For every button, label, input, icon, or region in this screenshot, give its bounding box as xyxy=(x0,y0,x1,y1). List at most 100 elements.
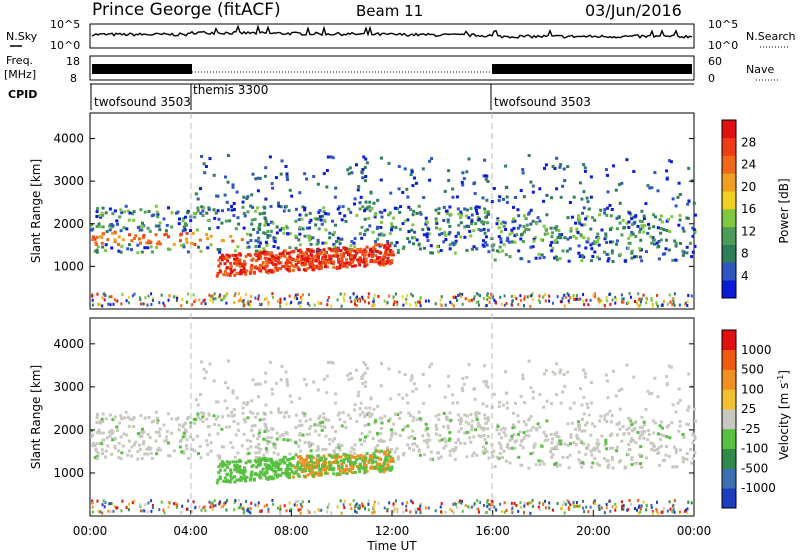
range-cell xyxy=(467,298,470,302)
range-cell xyxy=(656,226,660,230)
range-cell xyxy=(147,239,151,243)
range-cell xyxy=(376,444,380,447)
range-cell xyxy=(498,195,502,199)
range-cell xyxy=(504,228,508,231)
range-cell xyxy=(253,217,257,221)
range-cell xyxy=(556,236,560,240)
range-cell xyxy=(417,300,420,304)
range-cell xyxy=(218,270,222,274)
range-cell xyxy=(110,246,114,250)
range-cell xyxy=(280,364,284,368)
range-cell xyxy=(589,401,593,405)
range-cell xyxy=(464,420,468,424)
range-cell xyxy=(104,211,108,215)
range-cell xyxy=(587,510,590,514)
range-cell xyxy=(617,216,621,219)
range-cell xyxy=(388,211,392,215)
range-cell xyxy=(210,501,213,505)
range-cell xyxy=(563,236,567,240)
range-cell xyxy=(361,297,364,301)
range-cell xyxy=(580,465,584,469)
range-cell xyxy=(255,249,258,253)
range-cell xyxy=(176,416,180,420)
range-cell xyxy=(337,445,341,449)
range-cell xyxy=(364,463,368,467)
range-cell xyxy=(499,502,502,506)
range-cell xyxy=(428,438,432,442)
range-cell xyxy=(383,414,387,418)
range-cell xyxy=(359,247,363,251)
range-cell xyxy=(662,299,665,303)
range-cell xyxy=(125,433,129,437)
freq-label-line2: [MHz] xyxy=(4,68,36,81)
range-cell xyxy=(669,300,672,304)
range-cell xyxy=(499,237,503,241)
range-cell xyxy=(535,222,539,226)
range-cell xyxy=(353,408,356,412)
range-cell xyxy=(401,295,404,299)
range-cell xyxy=(209,234,213,238)
range-cell xyxy=(276,246,280,250)
range-cell xyxy=(413,176,416,180)
range-cell xyxy=(348,372,352,375)
range-cell xyxy=(145,447,149,451)
range-cell xyxy=(410,499,413,503)
range-cell xyxy=(505,406,509,410)
velocity-xticks: 00:00 04:00 08:00 12:00 16:00 20:00 00:00 xyxy=(73,510,711,538)
range-cell xyxy=(349,467,353,471)
velocity-ytick-label: 2000 xyxy=(53,423,84,437)
range-cell xyxy=(104,417,108,421)
range-cell xyxy=(103,505,106,509)
range-cell xyxy=(652,213,655,217)
range-cell xyxy=(226,414,230,418)
range-cell xyxy=(328,442,332,446)
range-cell xyxy=(638,297,641,301)
range-cell xyxy=(194,298,197,302)
range-cell xyxy=(235,470,239,474)
range-cell xyxy=(113,415,117,419)
range-cell xyxy=(634,300,636,303)
range-cell xyxy=(607,463,611,467)
range-cell xyxy=(263,430,267,433)
range-cell xyxy=(485,450,489,453)
range-cell xyxy=(209,298,212,302)
range-cell xyxy=(644,202,648,206)
range-cell xyxy=(246,452,249,456)
range-cell xyxy=(448,224,452,228)
range-cell xyxy=(117,235,121,239)
range-cell xyxy=(482,239,485,243)
range-cell xyxy=(518,430,522,434)
range-cell xyxy=(101,245,105,249)
range-cell xyxy=(538,256,542,260)
range-cell xyxy=(467,422,471,426)
range-cell xyxy=(258,176,262,180)
range-cell xyxy=(111,231,115,235)
range-cell xyxy=(369,466,373,470)
range-cell xyxy=(667,218,671,221)
range-cell xyxy=(371,230,375,234)
range-cell xyxy=(214,417,218,421)
range-cell xyxy=(94,241,98,245)
range-cell xyxy=(437,456,441,460)
range-cell xyxy=(322,424,326,428)
range-cell xyxy=(397,165,401,168)
range-cell xyxy=(142,440,146,444)
range-cell xyxy=(377,468,381,472)
range-cell xyxy=(690,501,693,505)
range-cell xyxy=(427,227,431,231)
range-cell xyxy=(308,303,311,307)
range-cell xyxy=(461,509,464,513)
range-cell xyxy=(121,292,124,296)
range-cell xyxy=(611,260,615,263)
range-cell xyxy=(639,462,642,466)
range-cell xyxy=(592,240,596,244)
range-cell xyxy=(279,304,282,308)
range-cell xyxy=(104,455,107,459)
range-cell xyxy=(483,207,487,211)
range-cell xyxy=(566,237,570,241)
range-cell xyxy=(334,248,338,252)
range-cell xyxy=(408,240,411,244)
range-cell xyxy=(656,500,658,504)
